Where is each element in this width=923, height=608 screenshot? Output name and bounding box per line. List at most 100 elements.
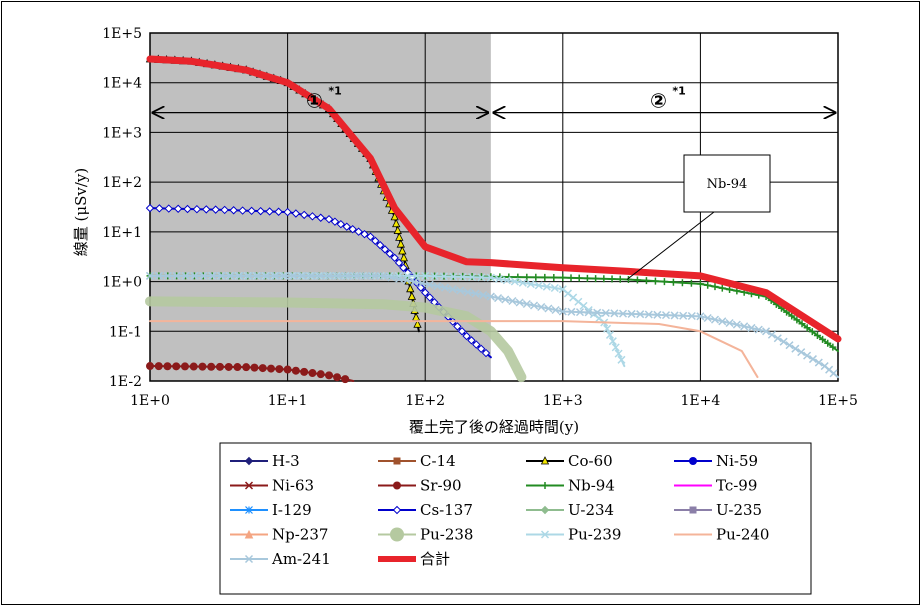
region-label-sup-1: *1 bbox=[328, 85, 341, 98]
data-point bbox=[463, 288, 472, 297]
data-point bbox=[229, 206, 238, 215]
data-point bbox=[395, 274, 404, 283]
data-point bbox=[537, 302, 546, 312]
data-point bbox=[542, 282, 551, 291]
data-point bbox=[258, 364, 267, 373]
data-point bbox=[394, 258, 404, 268]
legend-entry-Ni-59: Ni-59 bbox=[674, 452, 758, 470]
data-point bbox=[793, 316, 801, 324]
data-point bbox=[275, 365, 284, 374]
legend-label: Sr-90 bbox=[420, 477, 462, 495]
annotation-layer: ① *1 ② *1 Nb-94 bbox=[153, 85, 835, 280]
data-point bbox=[718, 284, 726, 292]
data-point bbox=[614, 349, 623, 358]
data-point bbox=[472, 340, 481, 349]
data-point bbox=[740, 322, 749, 331]
data-point bbox=[189, 362, 198, 371]
data-point bbox=[803, 324, 811, 332]
data-point bbox=[308, 212, 317, 221]
data-point bbox=[608, 337, 617, 346]
data-point bbox=[532, 273, 540, 281]
data-point bbox=[430, 272, 439, 281]
y-tick-label: 1E-1 bbox=[109, 324, 142, 340]
data-point bbox=[215, 362, 224, 371]
data-point bbox=[829, 369, 838, 378]
data-point bbox=[541, 273, 549, 281]
data-point bbox=[233, 363, 242, 372]
series-合計 bbox=[146, 55, 842, 343]
data-point bbox=[375, 240, 385, 250]
data-point bbox=[696, 280, 704, 288]
data-point bbox=[238, 206, 247, 215]
legend-swatch-marker bbox=[540, 505, 550, 515]
data-point bbox=[207, 362, 216, 371]
data-point bbox=[458, 272, 467, 281]
data-point bbox=[342, 222, 351, 231]
data-point bbox=[333, 373, 342, 382]
data-point bbox=[390, 253, 399, 263]
legend-entry-Tc-99: Tc-99 bbox=[674, 477, 757, 495]
data-point bbox=[456, 286, 465, 295]
data-point bbox=[298, 271, 307, 280]
data-point bbox=[291, 366, 300, 375]
data-point bbox=[814, 358, 823, 367]
legend-label: U-234 bbox=[568, 501, 614, 519]
data-point bbox=[601, 308, 610, 318]
data-point bbox=[526, 280, 535, 289]
data-point bbox=[501, 295, 510, 304]
series-line bbox=[149, 320, 759, 379]
data-point bbox=[617, 355, 626, 364]
data-point bbox=[172, 362, 181, 371]
data-point bbox=[267, 364, 276, 373]
data-point bbox=[387, 273, 396, 282]
data-point bbox=[155, 204, 164, 213]
data-point bbox=[395, 232, 404, 241]
data-point bbox=[476, 344, 486, 354]
data-point bbox=[330, 217, 340, 226]
data-point bbox=[687, 279, 695, 287]
data-point bbox=[642, 277, 650, 285]
data-point bbox=[341, 375, 350, 384]
data-point bbox=[370, 271, 379, 280]
data-point bbox=[819, 335, 827, 343]
data-point bbox=[172, 271, 182, 280]
legend-entry-U-235: U-235 bbox=[674, 501, 762, 519]
data-point bbox=[808, 355, 817, 364]
legend-swatch-marker bbox=[390, 527, 404, 542]
data-point bbox=[361, 271, 370, 280]
data-point bbox=[324, 214, 334, 224]
data-point bbox=[208, 271, 217, 280]
data-point bbox=[291, 209, 301, 218]
data-point bbox=[544, 304, 553, 313]
data-point bbox=[399, 252, 409, 262]
data-point bbox=[390, 211, 399, 221]
legend-entry-Nb-94: Nb-94 bbox=[526, 477, 615, 495]
y-tick-label: 1E+2 bbox=[102, 175, 142, 191]
legend-label: C-14 bbox=[420, 452, 456, 470]
data-point bbox=[494, 274, 503, 283]
legend-label: I-129 bbox=[272, 501, 312, 519]
data-point bbox=[829, 343, 837, 351]
data-point bbox=[711, 283, 719, 291]
data-point bbox=[567, 307, 576, 316]
legend-entry-Am-241: Am-241 bbox=[230, 550, 331, 568]
data-point bbox=[710, 315, 720, 324]
series-Sr-90 bbox=[146, 362, 355, 384]
y-tick-label: 1E+4 bbox=[102, 76, 142, 92]
data-point bbox=[406, 283, 415, 293]
data-point bbox=[718, 317, 727, 326]
data-point bbox=[396, 239, 405, 248]
region-label-1: ① bbox=[306, 89, 323, 113]
data-point bbox=[510, 277, 519, 286]
data-point bbox=[696, 312, 705, 321]
legend-label: Cs-137 bbox=[420, 501, 473, 519]
legend-label: U-235 bbox=[716, 501, 762, 519]
data-point bbox=[399, 263, 408, 272]
data-point bbox=[274, 207, 283, 216]
legend-label: Co-60 bbox=[568, 452, 613, 470]
legend-swatch-marker bbox=[392, 505, 402, 515]
data-point bbox=[154, 271, 164, 280]
data-point bbox=[610, 309, 619, 318]
x-tick-label: 1E+1 bbox=[268, 393, 308, 409]
data-point bbox=[425, 293, 435, 302]
